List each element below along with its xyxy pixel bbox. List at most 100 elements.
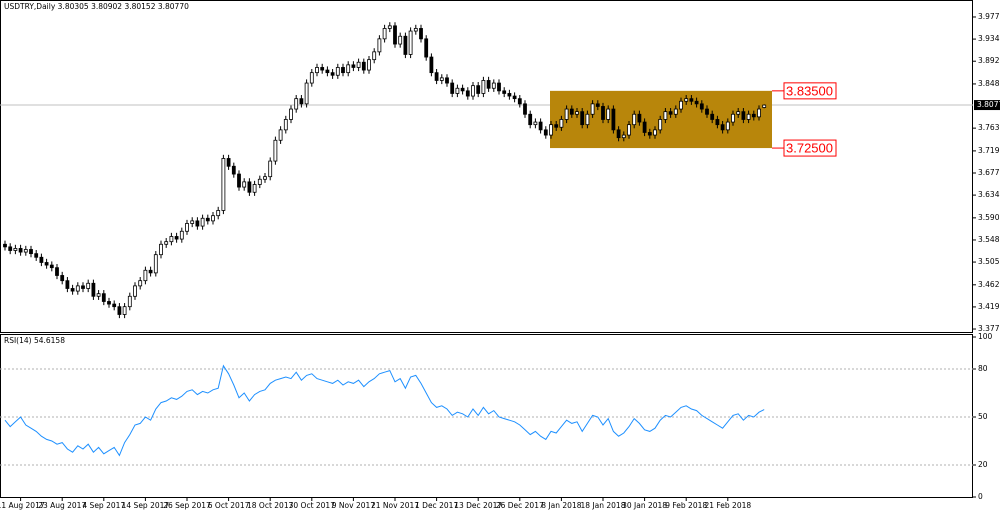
candle-body: [460, 87, 465, 92]
x-tick-label: 18 Oct 2017: [247, 501, 294, 510]
candle-body: [679, 100, 683, 110]
candle-body: [44, 262, 49, 266]
candle-body: [356, 61, 361, 68]
x-tick-label: 9 Feb 2018: [665, 501, 707, 510]
x-tick-label: 21 Nov 2017: [371, 501, 419, 510]
y-tick-label: 3.63455: [978, 190, 1000, 199]
y-tick-label: 3.67705: [978, 168, 1000, 177]
candle-body: [211, 215, 215, 222]
candle-body: [294, 98, 299, 110]
candle-body: [533, 121, 538, 126]
x-tick-label: 21 Feb 2018: [704, 501, 751, 510]
candle-body: [138, 280, 143, 287]
candle-body: [491, 82, 496, 89]
candle-body: [653, 129, 657, 136]
y-tick-label: 3.97705: [978, 12, 1000, 21]
candle-body: [377, 38, 382, 53]
candle-body: [39, 256, 44, 263]
x-tick-label: 14 Sep 2017: [122, 501, 170, 510]
x-tick-label: 6 Oct 2017: [208, 501, 250, 510]
candle-body: [70, 288, 75, 292]
candle-body: [242, 181, 247, 188]
candle-body: [481, 80, 486, 94]
candle-body: [268, 160, 273, 178]
candle-body: [65, 280, 70, 289]
candle-body: [471, 85, 475, 97]
rsi-line: [4, 364, 765, 457]
candle-body: [762, 104, 767, 108]
candle-body: [403, 35, 408, 55]
y-tick-label: 3.46205: [978, 280, 1000, 289]
candle-body: [507, 93, 512, 97]
y-tick-label: 3.89200: [978, 56, 1000, 65]
candle-body: [684, 98, 689, 102]
candle-body: [221, 158, 226, 211]
candle-body: [564, 108, 569, 120]
candle-body: [185, 223, 189, 232]
candle-body: [117, 306, 122, 315]
candle-body: [148, 269, 153, 274]
y-tick-label: 100: [978, 332, 993, 341]
candle-body: [705, 108, 709, 115]
candle-body: [590, 103, 595, 115]
candle-body: [127, 295, 132, 308]
zone-label: 3.83500: [786, 83, 833, 98]
candle-body: [112, 303, 117, 308]
candle-body: [101, 293, 106, 302]
candle-body: [741, 111, 746, 120]
candle-body: [528, 113, 533, 126]
candle-body: [398, 35, 403, 45]
candle-body: [299, 98, 304, 105]
candle-body: [512, 95, 517, 100]
candle-body: [8, 246, 13, 251]
candle-body: [143, 269, 148, 282]
candle-body: [190, 220, 195, 224]
candle-body: [694, 100, 699, 105]
candle-body: [616, 129, 621, 139]
x-tick-label: 26 Dec 2017: [496, 501, 544, 510]
candle-body: [153, 254, 158, 274]
candle-body: [497, 82, 501, 92]
candle-body: [523, 103, 527, 115]
candle-body: [29, 249, 33, 255]
candle-body: [237, 173, 241, 188]
rsi-panel: [0, 334, 973, 498]
candle-body: [606, 108, 611, 120]
candle-body: [408, 30, 413, 55]
candle-body: [559, 119, 564, 128]
candle-body: [757, 108, 761, 118]
candle-body: [49, 264, 54, 269]
candle-body: [226, 158, 231, 167]
candle-body: [595, 103, 600, 107]
candle-body: [419, 28, 423, 40]
candle-body: [725, 121, 730, 131]
candle-body: [164, 241, 169, 245]
candle-body: [23, 249, 28, 253]
candle-body: [55, 267, 59, 276]
candle-body: [372, 51, 377, 61]
candle-body: [434, 72, 439, 81]
candle-body: [13, 248, 18, 251]
candle-body: [465, 90, 470, 97]
y-tick-label: 3.41955: [978, 302, 1000, 311]
candle-body: [387, 25, 392, 29]
candle-body: [393, 25, 397, 45]
candle-body: [75, 285, 80, 292]
candle-body: [289, 108, 293, 120]
candle-body: [413, 28, 418, 32]
candle-body: [658, 119, 663, 131]
candle-body: [637, 113, 642, 123]
y-tick-label: 3.71955: [978, 146, 1000, 155]
candle-body: [34, 253, 39, 258]
candle-body: [273, 139, 278, 162]
candle-body: [330, 72, 335, 76]
x-tick-label: 4 Sep 2017: [82, 501, 125, 510]
candle-body: [335, 67, 340, 76]
candle-body: [346, 64, 351, 74]
candle-body: [351, 64, 356, 68]
candle-body: [647, 132, 652, 136]
candle-body: [257, 178, 262, 185]
candle-body: [621, 134, 626, 139]
candle-body: [309, 72, 314, 84]
